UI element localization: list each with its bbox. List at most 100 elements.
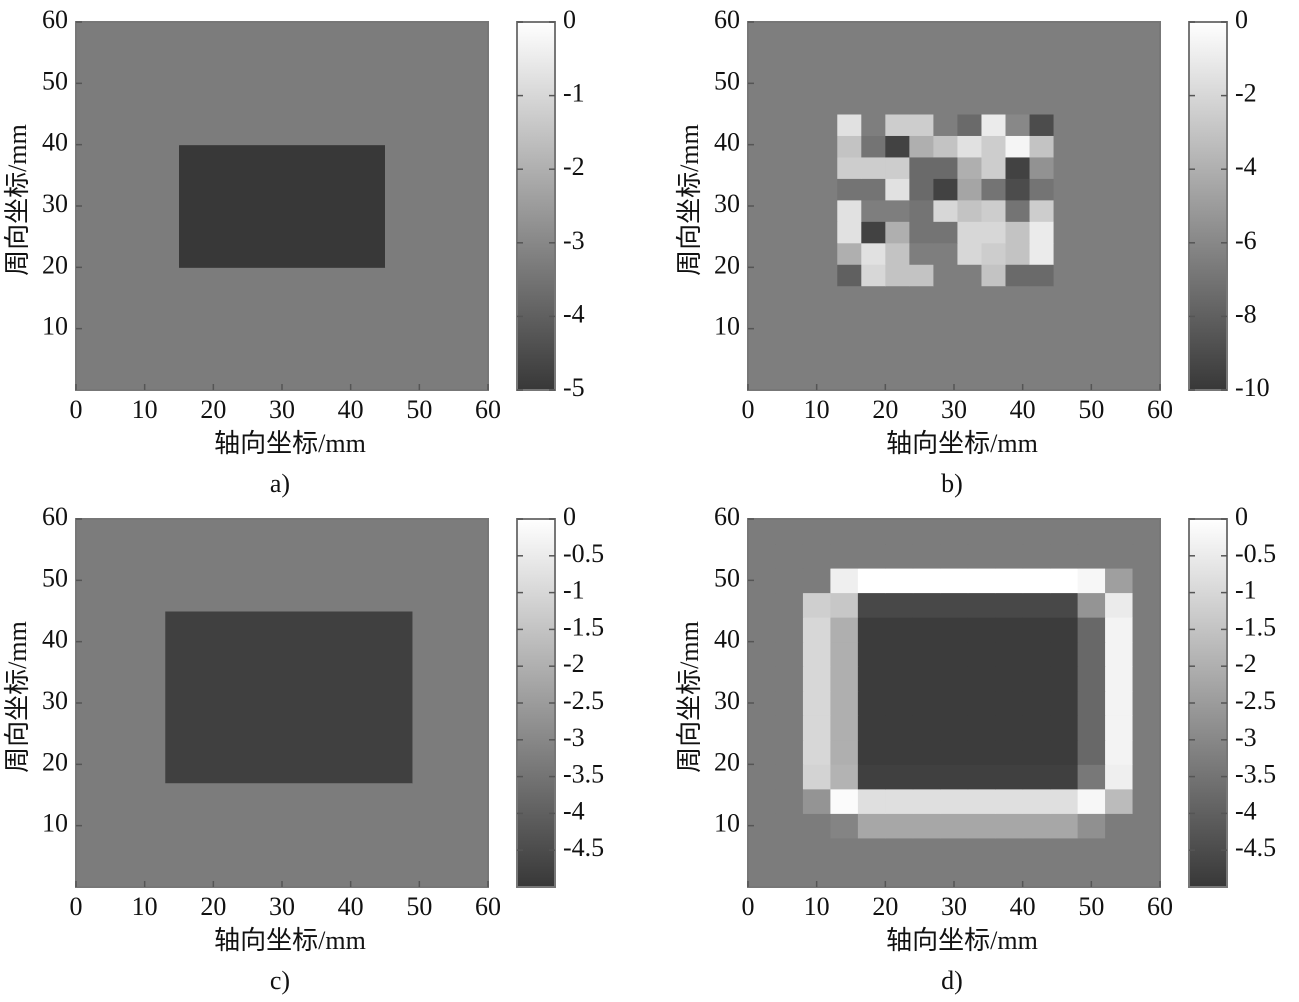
heatmap-cell [909,242,934,265]
heatmap-cell [1077,739,1106,765]
heatmap-cell [1105,617,1134,643]
heatmap-cell [748,135,838,158]
heatmap-cell [830,641,859,667]
y-tick-label: 10 [714,312,740,341]
heatmap-cell [967,519,996,545]
heatmap-cell [76,782,166,888]
heatmap-cell [912,788,941,814]
heatmap-cell [748,862,776,888]
colorbar [516,21,556,391]
heatmap-cell [1077,135,1161,158]
x-tick-label: 30 [269,892,295,921]
y-tick-label: 50 [42,563,68,592]
heatmap-cell [1077,837,1106,863]
x-tick-label: 40 [1010,395,1036,424]
heatmap-cell [1077,178,1161,201]
x-axis-label: 轴向坐标/mm [214,429,366,458]
heatmap-cell [76,611,166,784]
heatmap-cell [1105,592,1134,618]
y-tick-label: 40 [42,128,68,157]
colorbar-tick-label: -2 [1235,79,1257,108]
heatmap-cell [933,114,958,136]
heatmap-cell [995,543,1024,569]
heatmap-cell [1050,813,1079,839]
heatmap-cell [1077,568,1106,594]
heatmap-cell [165,519,413,612]
x-tick-label: 50 [1078,892,1104,921]
heatmap-cell [933,264,958,287]
heatmap-cell [412,611,489,784]
heatmap-cell [748,764,776,790]
heatmap-cell [837,199,862,222]
heatmap-cell [857,690,886,716]
heatmap-cell [1029,178,1055,201]
heatmap-cell [912,519,941,545]
heatmap-cell [830,666,859,692]
heatmap-cell [748,788,776,814]
x-tick-label: 50 [406,892,432,921]
heatmap-cell [981,264,1006,287]
heatmap-cell [885,199,910,222]
heatmap-cell [802,788,831,814]
heatmap-cell [885,739,914,765]
heatmap-cell [857,862,886,888]
y-tick-label: 50 [42,66,68,95]
heatmap-cell [857,739,886,765]
heatmap-cell [1132,568,1161,594]
heatmap-cell [885,22,910,115]
heatmap-cell [940,715,969,741]
heatmap-cell [830,862,859,888]
heatmap-cell [885,641,914,667]
heatmap-cell [1077,690,1106,716]
y-tick-label: 20 [714,747,740,776]
heatmap-cell [1050,739,1079,765]
heatmap-cell [802,592,831,618]
y-tick-label: 30 [42,189,68,218]
heatmap-cell [857,813,886,839]
heatmap-cell [995,617,1024,643]
heatmap-cell [837,135,862,158]
heatmap-cell [385,144,489,268]
x-axis-label: 轴向坐标/mm [886,926,1038,955]
heatmap-cell [957,242,982,265]
colorbar-tick-label: -4.5 [1235,833,1276,862]
heatmap-cell [861,156,886,179]
heatmap-cell [995,862,1024,888]
heatmap-cell [165,782,413,888]
heatmap-cell [885,242,910,265]
heatmap-cell [1005,22,1031,115]
heatmap-cell [861,199,886,222]
heatmap-cell [830,813,859,839]
heatmap-cell [1005,242,1031,265]
heatmap-cell [1132,641,1161,667]
heatmap-cell [1022,813,1051,839]
colorbar-tick-label: -1.5 [563,612,604,641]
colorbar-tick-label: -1 [563,79,585,108]
heatmap-cell [775,568,804,594]
heatmap-cell [830,715,859,741]
y-tick-label: 40 [714,128,740,157]
heatmap-cell [967,813,996,839]
heatmap-cell [909,285,934,391]
heatmap-cell [885,156,910,179]
heatmap-cell [885,285,910,391]
heatmap-cell [981,199,1006,222]
heatmap-cell [1050,617,1079,643]
heatmap-cell [933,156,958,179]
x-tick-label: 30 [941,892,967,921]
heatmap-cell [837,242,862,265]
heatmap-cell [967,666,996,692]
heatmap-cell [940,519,969,545]
colorbar-tick-label: -3.5 [563,760,604,789]
heatmap-cell [1050,641,1079,667]
heatmap-cell [1105,715,1134,741]
colorbar-tick-label: -2 [563,152,585,181]
heatmap-cell [802,519,831,545]
heatmap-cell [957,199,982,222]
heatmap-cell [775,739,804,765]
heatmap-cell [748,837,776,863]
heatmap-cell [1029,285,1055,391]
heatmap-cell [967,788,996,814]
heatmap-cell [1029,22,1055,115]
heatmap-cell [981,114,1006,136]
